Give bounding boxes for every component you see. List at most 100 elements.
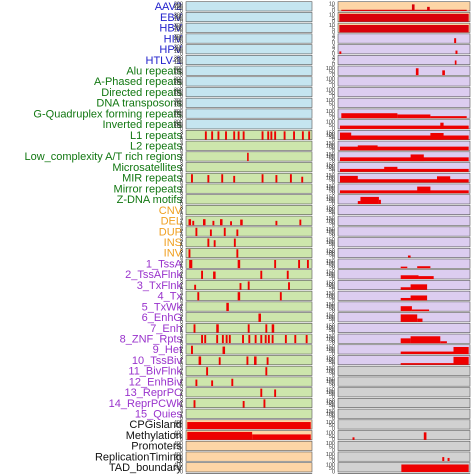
right-axis-tick-label: 0: [332, 459, 335, 465]
left-axis-tick-label: 1: [180, 263, 183, 269]
left-panel-background: [185, 440, 313, 451]
left-signal-bar: [254, 335, 257, 344]
left-axis-tick-label: 0: [180, 287, 183, 293]
left-axis-tick-label: 3: [180, 184, 183, 190]
right-axis-tick-label: 50: [329, 242, 335, 248]
right-axis-tick-label: 100: [326, 208, 335, 214]
left-panel-background: [185, 151, 313, 162]
right-axis-tick-label: 100: [326, 379, 335, 385]
right-signal-bar: [339, 13, 469, 22]
left-signal-bar: [201, 270, 204, 280]
left-axis-tick-label: 1: [180, 146, 183, 152]
right-axis-tick-label: 4: [332, 55, 335, 61]
right-panel-background: [337, 205, 471, 216]
right-axis-tick-label: 50: [329, 199, 335, 205]
right-axis-tick-label: 50: [329, 423, 335, 429]
track-label: DEL: [161, 216, 182, 228]
left-panel-24: [185, 258, 313, 269]
left-panel-30: [185, 322, 313, 333]
left-axis-tick-label: 0: [180, 298, 183, 304]
left-panel-27: [185, 290, 313, 301]
left-panel-16: [185, 172, 313, 183]
left-axis-tick-label: 0: [180, 116, 183, 122]
left-signal-bar: [221, 174, 224, 183]
track-label: 13_ReprPC: [125, 387, 183, 399]
left-axis-tick-label: 0: [180, 201, 183, 207]
track-label: 3_TxFlnk: [137, 280, 183, 292]
left-signal-bar: [194, 284, 197, 290]
right-axis-tick-label: 50: [329, 274, 335, 280]
right-panel-38: [337, 408, 471, 419]
right-signal-bar: [442, 457, 445, 462]
track-label: Low_complexity A/T rich regions: [24, 151, 182, 163]
left-signal-bar: [271, 324, 275, 333]
left-axis-tick-label: 400: [174, 420, 183, 426]
left-signal-bar: [298, 259, 301, 269]
track-label: MIR repeats: [122, 173, 182, 185]
right-panel-36: [337, 387, 471, 398]
right-axis-tick-label: 100: [326, 109, 335, 115]
right-panel-2: [337, 22, 471, 33]
left-axis-tick-label: 100: [174, 28, 183, 34]
left-signal-bar: [242, 335, 244, 344]
left-panel-31: [185, 333, 313, 344]
right-axis-tick-label: 0: [332, 126, 335, 132]
left-signal-bar: [263, 399, 266, 408]
track-label: HPV: [159, 44, 182, 56]
left-axis-tick-label: 200: [174, 25, 183, 31]
left-axis-tick-label: 1: [180, 360, 183, 366]
right-axis-tick-label: 100: [326, 133, 335, 139]
left-axis-tick-label: 0: [180, 94, 183, 100]
right-axis-tick-label: 0: [332, 287, 335, 293]
right-panel-background: [337, 258, 471, 269]
right-panel-15: [337, 162, 471, 173]
track-label: HBV: [159, 23, 182, 35]
left-axis-tick-label: 2: [180, 293, 183, 299]
left-panel-18: [185, 194, 313, 205]
right-signal-bar: [410, 154, 424, 162]
right-axis-tick-label: 0: [332, 51, 335, 57]
right-axis-tick-label: 150: [326, 323, 335, 329]
right-signal-bar: [430, 116, 467, 119]
right-panel-25: [337, 269, 471, 280]
right-signal-bar: [454, 60, 457, 65]
left-axis-tick-label: 0: [180, 341, 183, 347]
left-signal-bar: [193, 400, 196, 408]
left-axis-tick-label: 2: [180, 401, 183, 407]
left-signal-bar: [301, 131, 304, 140]
left-panel-20: [185, 215, 313, 226]
left-axis-tick-label: 200: [174, 4, 183, 10]
track-label: INS: [164, 237, 182, 249]
right-signal-bar: [442, 70, 445, 76]
right-panel-background: [337, 387, 471, 398]
right-panel-40: [337, 430, 471, 441]
left-axis-tick-label: 2: [180, 165, 183, 171]
left-axis-tick-label: 2: [180, 358, 183, 364]
left-signal-bar: [187, 422, 311, 430]
left-axis-tick-label: 3: [180, 280, 183, 286]
right-axis-tick-label: 0: [332, 276, 335, 282]
left-axis-tick-label: 100: [174, 38, 183, 44]
left-axis-tick-label: 2: [180, 379, 183, 385]
right-axis-tick-label: 50: [329, 381, 335, 387]
right-signal-bar: [400, 297, 411, 301]
left-panel-19: [185, 205, 313, 216]
track-label: 8_ZNF_Rpts: [120, 333, 183, 345]
right-signal-bar: [397, 114, 431, 119]
left-panel-2: [185, 22, 313, 33]
right-signal-bar: [400, 266, 408, 269]
left-axis-tick-label: 3: [180, 334, 183, 340]
left-signal-bar: [261, 131, 264, 140]
right-axis-tick-label: 150: [326, 227, 335, 233]
left-signal-bar: [189, 259, 193, 269]
right-axis-tick-label: 0: [332, 94, 335, 100]
left-signal-bar: [236, 229, 239, 237]
right-signal-bar: [400, 351, 454, 355]
left-axis-tick-label: 3: [180, 141, 183, 147]
left-panel-background: [185, 290, 313, 301]
track-label: Promoters: [131, 441, 182, 453]
left-signal-bar: [274, 131, 277, 140]
track-label: Alu repeats: [126, 65, 182, 77]
right-panel-background: [337, 322, 471, 333]
track-label: L1 repeats: [130, 130, 182, 142]
